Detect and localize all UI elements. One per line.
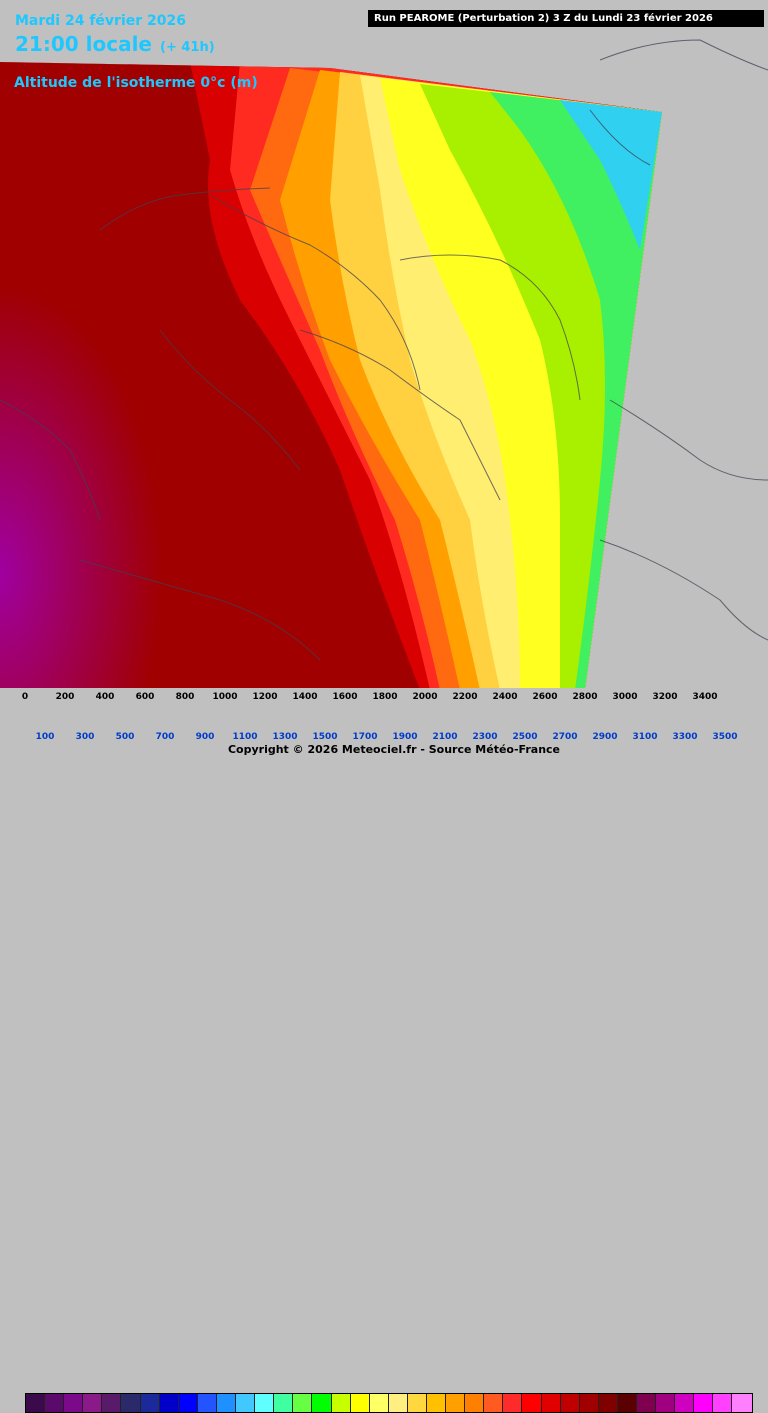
legend-label-lower: 2300 <box>472 732 498 742</box>
legend-label-lower: 2100 <box>432 732 458 742</box>
legend-swatch <box>293 1394 313 1412</box>
legend-label-upper: 1600 <box>332 692 358 702</box>
legend-label-upper: 400 <box>95 692 115 702</box>
legend-label-upper: 2000 <box>412 692 438 702</box>
forecast-time: 21:00 locale <box>15 32 152 56</box>
legend-swatch <box>465 1394 485 1412</box>
legend-swatch <box>83 1394 103 1412</box>
legend-swatch <box>484 1394 504 1412</box>
legend-label-upper: 1400 <box>292 692 318 702</box>
legend-swatch <box>350 1394 370 1412</box>
legend-swatch <box>617 1394 637 1412</box>
legend-label-upper: 3000 <box>612 692 638 702</box>
legend-label-lower: 900 <box>195 732 215 742</box>
color-legend: 0 200 400 600 800 1000 1200 1400 1600 1800 2000 220… <box>0 688 768 1413</box>
legend-swatch <box>102 1394 122 1412</box>
isotherm-map <box>0 39 768 690</box>
run-banner: Run PEAROME (Perturbation 2) 3 Z du Lund… <box>368 10 764 27</box>
legend-label-lower: 1500 <box>312 732 338 742</box>
legend-label-upper: 2400 <box>492 692 518 702</box>
legend-label-upper: 1200 <box>252 692 278 702</box>
legend-swatch <box>255 1394 275 1412</box>
legend-swatch <box>541 1394 561 1412</box>
legend-swatch <box>407 1394 427 1412</box>
legend-swatch <box>637 1394 657 1412</box>
forecast-lead-time: (+ 41h) <box>160 40 215 55</box>
legend-label-upper: 0 <box>21 692 29 702</box>
legend-swatch <box>503 1394 523 1412</box>
legend-swatch <box>675 1394 695 1412</box>
legend-swatch <box>236 1394 256 1412</box>
legend-swatch <box>598 1394 618 1412</box>
legend-label-upper: 3400 <box>692 692 718 702</box>
legend-swatch <box>331 1394 351 1412</box>
legend-swatch <box>64 1394 84 1412</box>
copyright-text: Copyright © 2026 Meteociel.fr - Source M… <box>227 743 561 756</box>
legend-swatch <box>312 1394 332 1412</box>
legend-label-upper: 1800 <box>372 692 398 702</box>
legend-label-lower: 1300 <box>272 732 298 742</box>
legend-label-lower: 2700 <box>552 732 578 742</box>
legend-swatch <box>178 1394 198 1412</box>
legend-label-lower: 1100 <box>232 732 258 742</box>
legend-label-upper: 3200 <box>652 692 678 702</box>
legend-swatch <box>274 1394 294 1412</box>
parameter-title: Altitude de l'isotherme 0°c (m) <box>14 75 258 91</box>
model-domain <box>0 62 662 690</box>
legend-swatch <box>579 1394 599 1412</box>
legend-label-upper: 800 <box>175 692 195 702</box>
legend-label-lower: 1700 <box>352 732 378 742</box>
legend-label-upper: 2200 <box>452 692 478 702</box>
legend-label-lower: 3100 <box>632 732 658 742</box>
legend-label-lower: 1900 <box>392 732 418 742</box>
borders <box>0 39 768 661</box>
legend-swatch <box>216 1394 237 1412</box>
legend-label-upper: 200 <box>55 692 75 702</box>
legend-swatch <box>732 1394 752 1412</box>
legend-swatch <box>121 1394 141 1412</box>
legend-swatch <box>45 1394 65 1412</box>
legend-label-lower: 3500 <box>712 732 738 742</box>
legend-label-upper: 600 <box>135 692 155 702</box>
legend-swatch <box>140 1394 160 1412</box>
legend-swatch <box>388 1394 408 1412</box>
legend-label-lower: 300 <box>75 732 95 742</box>
legend-swatch <box>197 1394 217 1412</box>
legend-swatches <box>25 1393 753 1413</box>
legend-swatch <box>656 1394 676 1412</box>
legend-swatch <box>426 1394 447 1412</box>
legend-swatch <box>560 1394 580 1412</box>
legend-label-upper: 2600 <box>532 692 558 702</box>
legend-swatch <box>694 1394 714 1412</box>
legend-label-upper: 1000 <box>212 692 238 702</box>
legend-label-upper: 2800 <box>572 692 598 702</box>
legend-swatch <box>159 1394 179 1412</box>
legend-swatch <box>713 1394 733 1412</box>
legend-label-lower: 500 <box>115 732 135 742</box>
legend-label-lower: 3300 <box>672 732 698 742</box>
legend-label-lower: 100 <box>35 732 55 742</box>
legend-swatch <box>522 1394 542 1412</box>
legend-label-lower: 2500 <box>512 732 538 742</box>
legend-label-lower: 2900 <box>592 732 618 742</box>
legend-swatch <box>369 1394 389 1412</box>
forecast-date: Mardi 24 février 2026 <box>15 13 186 29</box>
legend-label-lower: 700 <box>155 732 175 742</box>
legend-swatch <box>446 1394 466 1412</box>
legend-swatch <box>26 1394 46 1412</box>
